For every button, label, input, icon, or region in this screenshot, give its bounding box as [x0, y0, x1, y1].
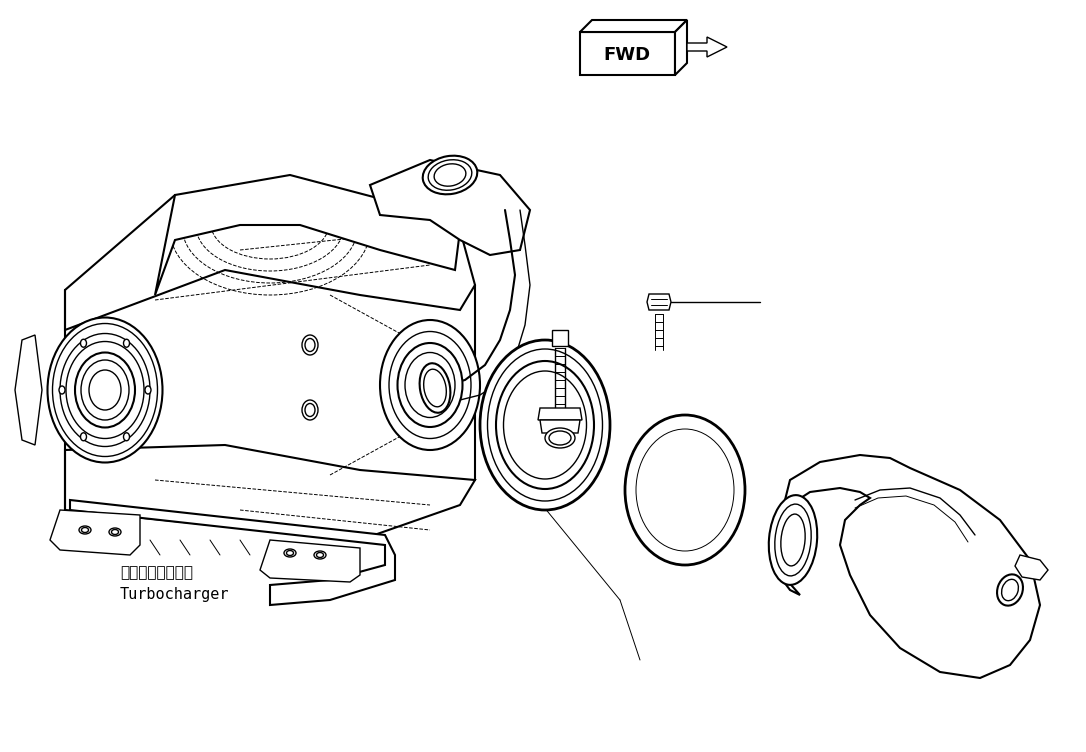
- Text: ターボチャージャ: ターボチャージャ: [119, 565, 193, 580]
- Ellipse shape: [380, 320, 480, 450]
- Polygon shape: [580, 20, 687, 32]
- Polygon shape: [687, 37, 727, 57]
- Polygon shape: [540, 420, 580, 433]
- Ellipse shape: [769, 495, 818, 585]
- Polygon shape: [70, 500, 395, 605]
- Polygon shape: [1015, 555, 1048, 580]
- Ellipse shape: [302, 400, 318, 420]
- Ellipse shape: [285, 549, 296, 557]
- Polygon shape: [675, 20, 687, 75]
- Ellipse shape: [545, 428, 574, 448]
- Ellipse shape: [80, 339, 87, 347]
- Ellipse shape: [389, 332, 471, 438]
- Ellipse shape: [75, 353, 135, 427]
- Ellipse shape: [124, 432, 129, 441]
- Ellipse shape: [496, 361, 594, 489]
- Polygon shape: [770, 455, 1040, 678]
- Polygon shape: [50, 510, 140, 555]
- Ellipse shape: [80, 432, 87, 441]
- Ellipse shape: [109, 528, 121, 536]
- Polygon shape: [370, 160, 530, 255]
- Polygon shape: [15, 335, 42, 445]
- Ellipse shape: [480, 340, 610, 510]
- Ellipse shape: [626, 415, 745, 565]
- Ellipse shape: [419, 363, 451, 413]
- Ellipse shape: [79, 526, 91, 534]
- Ellipse shape: [488, 349, 603, 501]
- Polygon shape: [538, 408, 582, 420]
- Ellipse shape: [302, 335, 318, 355]
- Ellipse shape: [422, 156, 477, 194]
- Ellipse shape: [997, 575, 1023, 605]
- Polygon shape: [647, 294, 671, 310]
- Ellipse shape: [397, 343, 463, 427]
- Polygon shape: [552, 330, 568, 346]
- Ellipse shape: [60, 333, 150, 447]
- Ellipse shape: [636, 429, 734, 551]
- Text: FWD: FWD: [604, 46, 651, 64]
- Ellipse shape: [124, 339, 129, 347]
- Ellipse shape: [59, 386, 65, 394]
- Ellipse shape: [146, 386, 151, 394]
- Ellipse shape: [314, 551, 326, 559]
- Polygon shape: [580, 32, 675, 75]
- Polygon shape: [155, 175, 460, 295]
- Polygon shape: [65, 445, 475, 540]
- Ellipse shape: [89, 370, 121, 410]
- Polygon shape: [260, 540, 359, 582]
- Ellipse shape: [48, 317, 163, 462]
- Polygon shape: [65, 195, 475, 330]
- Text: Turbocharger: Turbocharger: [119, 587, 229, 602]
